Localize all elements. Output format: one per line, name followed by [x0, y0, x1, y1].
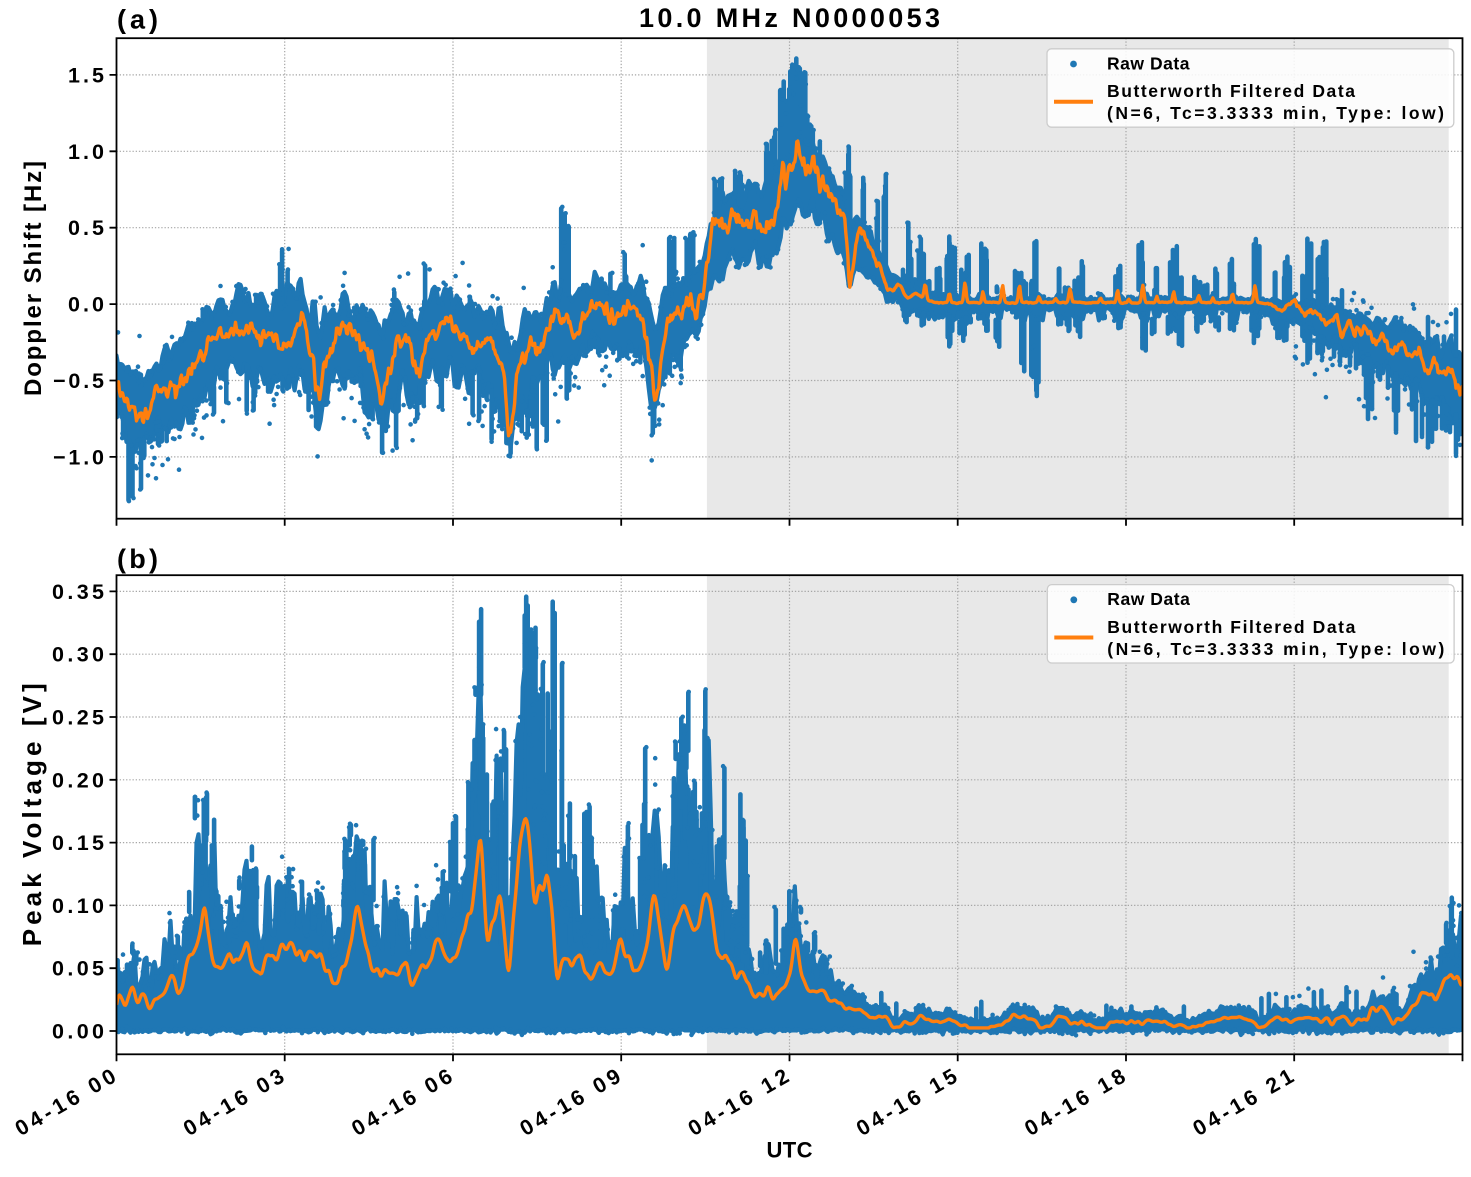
svg-text:0.35: 0.35 — [52, 580, 104, 604]
svg-text:−1.0: −1.0 — [53, 445, 104, 469]
svg-text:(b): (b) — [117, 544, 158, 574]
svg-text:0.30: 0.30 — [52, 643, 104, 667]
svg-text:Peak Voltage [V]: Peak Voltage [V] — [17, 683, 47, 946]
svg-text:Raw Data: Raw Data — [1107, 589, 1190, 609]
svg-text:0.0: 0.0 — [68, 293, 104, 317]
svg-text:Doppler Shift [Hz]: Doppler Shift [Hz] — [20, 161, 47, 396]
svg-text:UTC: UTC — [767, 1138, 813, 1163]
svg-text:0.5: 0.5 — [68, 216, 104, 240]
svg-text:1.5: 1.5 — [68, 63, 104, 87]
svg-text:1.0: 1.0 — [68, 140, 104, 164]
svg-text:0.20: 0.20 — [52, 768, 104, 792]
svg-text:(N=6, Tc=3.3333 min, Type: low: (N=6, Tc=3.3333 min, Type: low) — [1107, 639, 1444, 659]
svg-text:Butterworth Filtered Data: Butterworth Filtered Data — [1107, 81, 1355, 101]
svg-text:0.25: 0.25 — [52, 706, 104, 730]
svg-text:(N=6, Tc=3.3333 min, Type: low: (N=6, Tc=3.3333 min, Type: low) — [1107, 103, 1444, 123]
svg-text:(a): (a) — [117, 4, 158, 34]
svg-text:0.05: 0.05 — [52, 957, 104, 981]
svg-text:0.15: 0.15 — [52, 831, 104, 855]
svg-text:Butterworth Filtered Data: Butterworth Filtered Data — [1107, 617, 1355, 637]
svg-text:−0.5: −0.5 — [53, 369, 104, 393]
svg-text:Raw Data: Raw Data — [1107, 53, 1190, 73]
svg-text:0.10: 0.10 — [52, 894, 104, 918]
svg-text:0.00: 0.00 — [52, 1020, 104, 1044]
